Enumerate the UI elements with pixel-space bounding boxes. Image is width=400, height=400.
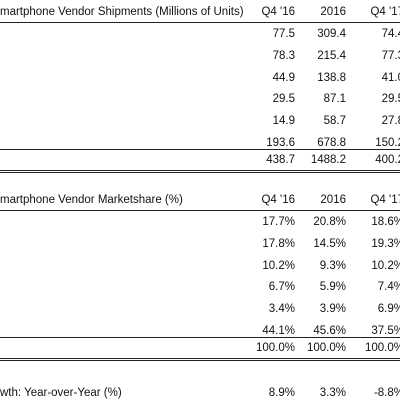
cell: 5.9% bbox=[319, 281, 346, 294]
total-double-rule bbox=[0, 172, 400, 173]
cell: 14.5% bbox=[313, 237, 346, 250]
total-cell: 100.0% bbox=[255, 342, 295, 354]
cell: 44.9 bbox=[272, 71, 295, 84]
cell: 215.4 bbox=[317, 49, 346, 62]
cell: 18.6% bbox=[371, 216, 400, 228]
cell: 37.5% bbox=[371, 325, 400, 337]
growth-cell: -8.8% bbox=[373, 387, 400, 399]
cell: 29.5 bbox=[272, 93, 295, 106]
cell: 10.2% bbox=[262, 259, 295, 272]
cell: 17.7% bbox=[262, 216, 295, 228]
header-rule bbox=[0, 210, 400, 211]
cell: 27.8 bbox=[381, 115, 400, 128]
growth-label: wth: Year-over-Year (%) bbox=[0, 387, 122, 399]
cell: 6.7% bbox=[268, 281, 295, 294]
total-double-rule bbox=[0, 360, 400, 361]
cell: 9.3% bbox=[319, 259, 346, 272]
column-header: Q4 '17 bbox=[370, 6, 400, 18]
cell: 19.3% bbox=[371, 237, 400, 250]
total-rule bbox=[0, 337, 400, 338]
total-cell: 100.0% bbox=[364, 342, 400, 354]
column-header: 2016 bbox=[320, 6, 346, 18]
column-header: Q4 '17 bbox=[370, 194, 400, 206]
cell: 78.3 bbox=[272, 49, 295, 62]
total-double-rule bbox=[0, 358, 400, 359]
table-title: martphone Vendor Shipments (Millions of … bbox=[0, 6, 244, 18]
cell: 77.5 bbox=[272, 28, 295, 40]
total-cell: 400.2 bbox=[375, 154, 400, 166]
header-rule bbox=[0, 22, 400, 23]
cell: 74.4 bbox=[381, 28, 400, 40]
cell: 77.3 bbox=[381, 49, 400, 62]
total-double-rule bbox=[0, 170, 400, 171]
cell: 3.4% bbox=[268, 303, 295, 316]
total-rule bbox=[0, 149, 400, 150]
table-title: martphone Vendor Marketshare (%) bbox=[0, 194, 183, 206]
column-header: Q4 '16 bbox=[261, 194, 295, 206]
total-cell: 100.0% bbox=[306, 342, 346, 354]
cell: 17.8% bbox=[262, 237, 295, 250]
cell: 10.2% bbox=[371, 259, 400, 272]
cell: 309.4 bbox=[317, 28, 346, 40]
cell: 29.5 bbox=[381, 93, 400, 106]
cell: 7.4% bbox=[377, 281, 400, 294]
cell: 193.6 bbox=[266, 137, 295, 149]
cell: 41.0 bbox=[381, 71, 400, 84]
growth-cell: 8.9% bbox=[268, 387, 295, 399]
growth-cell: 3.3% bbox=[319, 387, 346, 399]
cell: 14.9 bbox=[272, 115, 295, 128]
cell: 20.8% bbox=[313, 216, 346, 228]
cell: 3.9% bbox=[319, 303, 346, 316]
cell: 678.8 bbox=[317, 137, 346, 149]
cell: 138.8 bbox=[317, 71, 346, 84]
cell: 87.1 bbox=[323, 93, 346, 106]
total-cell: 1488.2 bbox=[310, 154, 346, 166]
cell: 150.2 bbox=[375, 137, 400, 149]
cell: 44.1% bbox=[262, 325, 295, 337]
cell: 45.6% bbox=[313, 325, 346, 337]
cell: 6.9% bbox=[377, 303, 400, 316]
column-header: 2016 bbox=[320, 194, 346, 206]
total-cell: 438.7 bbox=[266, 154, 295, 166]
cell: 58.7 bbox=[323, 115, 346, 128]
column-header: Q4 '16 bbox=[261, 6, 295, 18]
